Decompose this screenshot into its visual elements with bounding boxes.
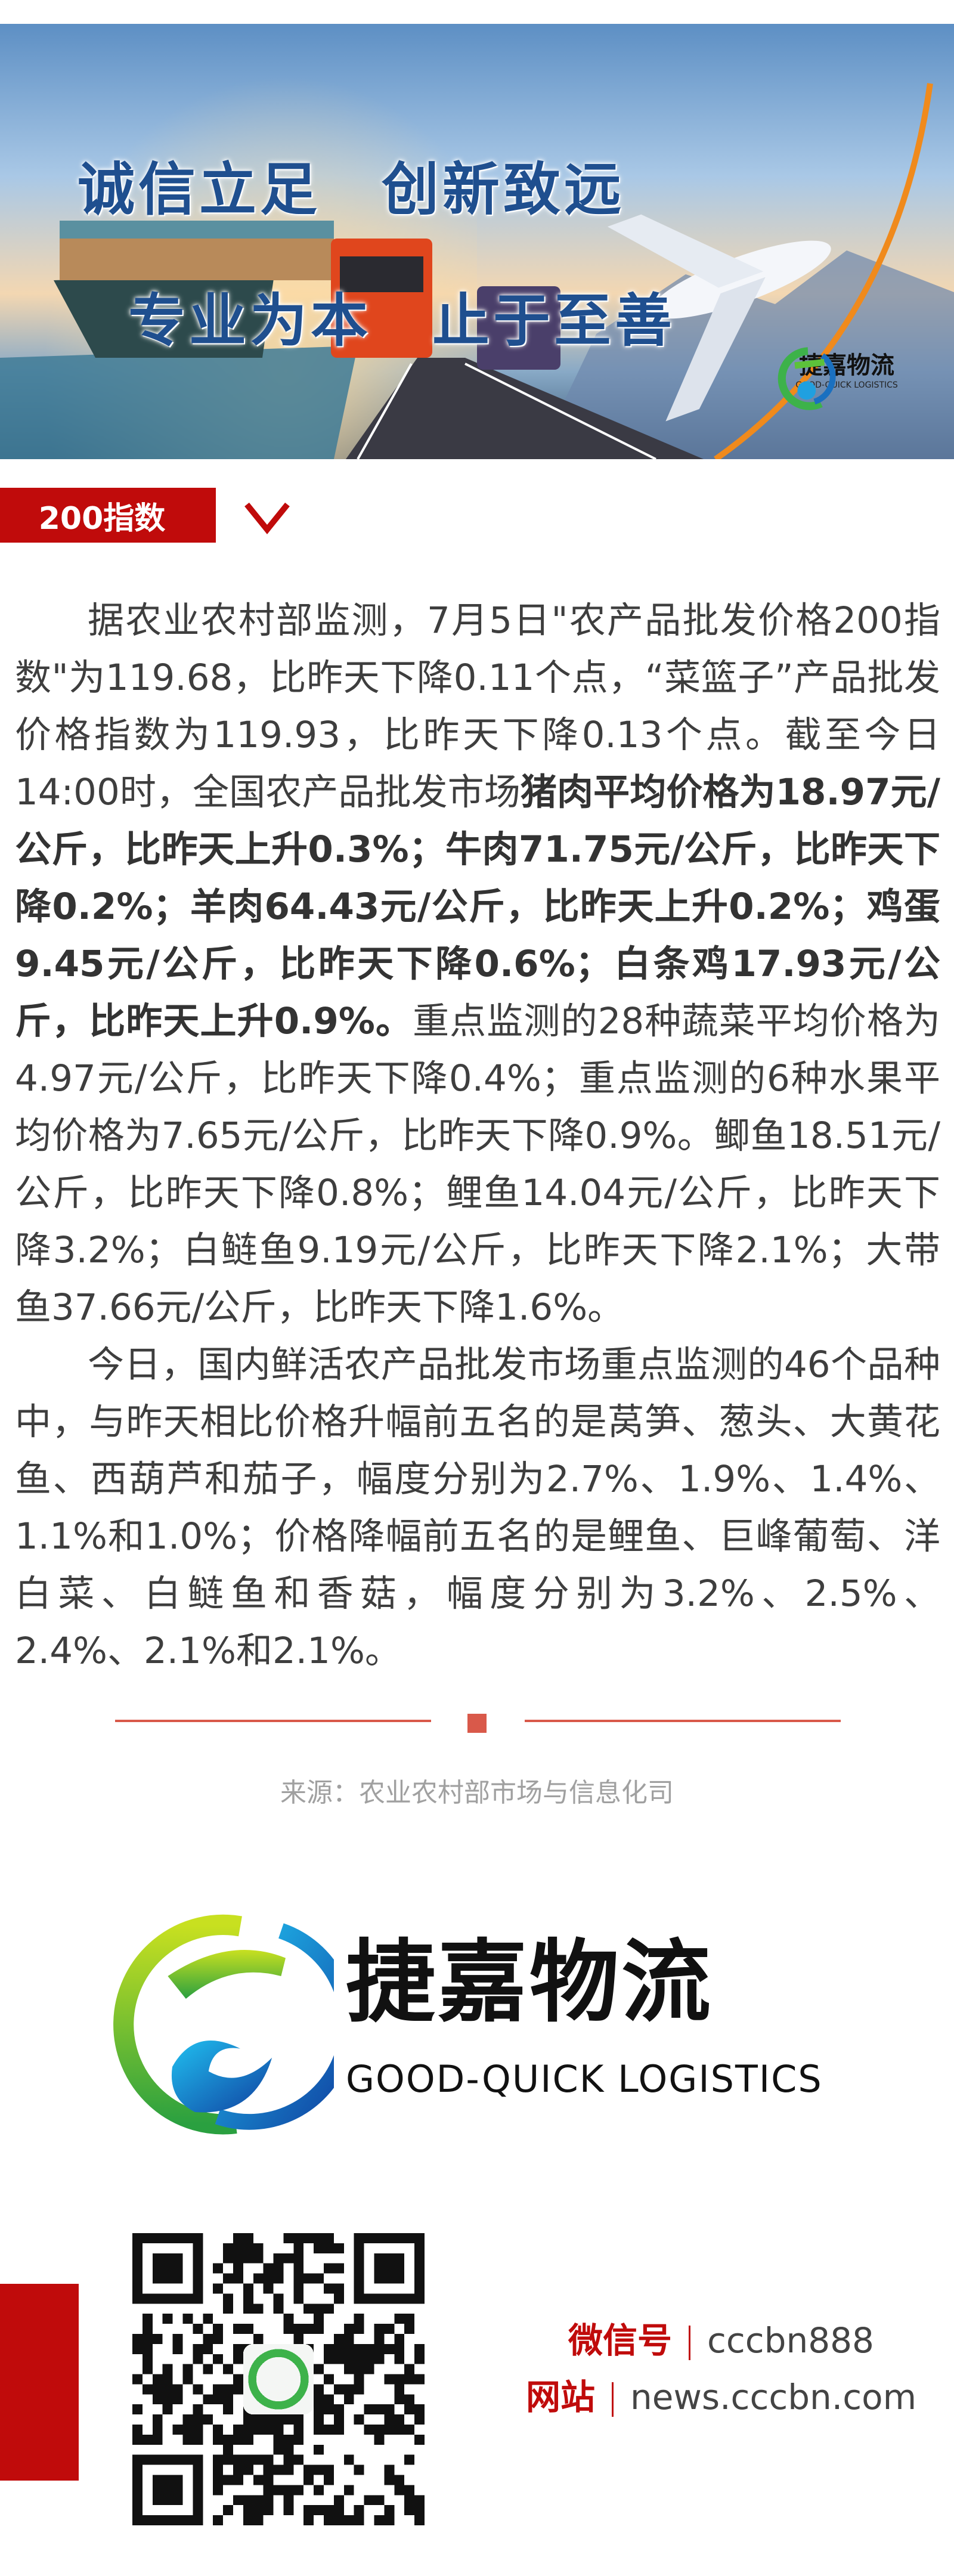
article-paragraph-2: 今日，国内鲜活农产品批发市场重点监测的46个品种中，与昨天相比价格升幅前五名的是…	[15, 1343, 940, 1672]
ship-icon	[54, 274, 274, 358]
website-label: 网站	[526, 2377, 596, 2417]
banner-slogan-1: 诚信立足 创新致远	[78, 156, 625, 223]
paragraph-text: 重点监测的28种蔬菜平均价格为4.97元/公斤，比昨天下降0.4%；重点监测的6…	[15, 1000, 940, 1329]
banner-slogan-2: 专业为本 止于至善	[128, 287, 676, 354]
wechat-contact: 微信号 cccbn888	[568, 2320, 874, 2361]
decorative-red-bar	[0, 2284, 79, 2481]
highlighted-prices: 猪肉平均价格为18.97元/公斤，比昨天上升0.3%；牛肉71.75元/公斤，比…	[15, 771, 940, 1042]
header-banner: 诚信立足 创新致远 专业为本 止于至善 捷嘉物流 GOOD-QUICK LOGI…	[0, 24, 954, 459]
wechat-label: 微信号	[568, 2320, 673, 2361]
banner-logo: 捷嘉物流 GOOD-QUICK LOGISTICS	[775, 346, 918, 410]
article-body: 据农业农村部监测，7月5日"农产品批发价格200指数"为119.68，比昨天下降…	[15, 592, 940, 1680]
banner-logo-subtext: GOOD-QUICK LOGISTICS	[795, 380, 898, 390]
website-link[interactable]: news.cccbn.com	[630, 2377, 917, 2417]
company-logo-icon	[113, 1914, 356, 2135]
source-credit: 来源：农业农村部市场与信息化司	[280, 1778, 674, 1808]
footer-logo: 捷嘉物流 GOOD-QUICK LOGISTICS	[101, 1908, 859, 2135]
airplane-icon	[607, 214, 831, 422]
wechat-id[interactable]: cccbn888	[707, 2320, 874, 2361]
company-logo-icon	[778, 347, 836, 410]
article-paragraph-1: 据农业农村部监测，7月5日"农产品批发价格200指数"为119.68，比昨天下降…	[15, 592, 940, 1336]
chevron-down-icon	[244, 502, 290, 534]
qr-logo-icon	[248, 2349, 309, 2410]
paragraph-text: 据农业农村部监测，7月5日"农产品批发价格200指数"为119.68，比昨天下降…	[15, 599, 940, 813]
truck-blue-icon	[477, 286, 560, 370]
divider-square	[467, 1714, 487, 1733]
logo-subtext: GOOD-QUICK LOGISTICS	[346, 2057, 823, 2101]
section-tag: 200指数	[0, 488, 216, 543]
website-contact: 网站 news.cccbn.com	[526, 2376, 916, 2418]
banner-illustration	[0, 83, 954, 459]
divider-left	[115, 1720, 431, 1722]
qr-code[interactable]	[132, 2233, 425, 2525]
divider-right	[525, 1720, 841, 1722]
logo-text: 捷嘉物流	[346, 1931, 714, 2035]
